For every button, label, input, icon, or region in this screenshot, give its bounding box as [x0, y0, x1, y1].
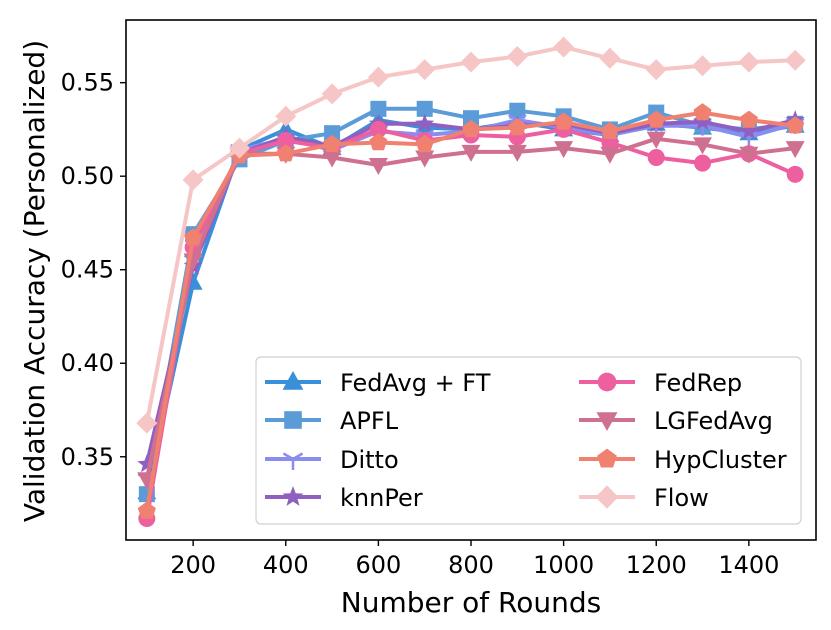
legend-item: LGFedAvg — [579, 407, 773, 435]
data-point — [600, 121, 619, 139]
legend-label: HypCluster — [654, 446, 787, 474]
data-point — [416, 100, 433, 117]
data-point — [507, 144, 527, 162]
legend-item: FedAvg + FT — [265, 369, 491, 397]
data-point — [785, 141, 805, 159]
y-tick-label: 0.35 — [61, 443, 114, 471]
data-point — [646, 131, 666, 149]
data-point — [415, 113, 435, 132]
legend-item: knnPer — [265, 484, 423, 512]
data-point — [554, 112, 573, 130]
legend-label: knnPer — [340, 484, 423, 512]
y-tick-label: 0.50 — [61, 162, 114, 190]
data-point — [506, 46, 528, 67]
x-tick-label: 200 — [170, 551, 216, 579]
x-tick-label: 400 — [263, 551, 309, 579]
data-point — [321, 83, 343, 105]
data-point — [184, 228, 203, 246]
data-point — [367, 66, 389, 88]
legend-marker — [597, 372, 617, 392]
data-point — [229, 137, 250, 159]
y-tick-label: 0.45 — [61, 256, 114, 284]
legend-item: HypCluster — [579, 446, 787, 474]
data-point — [786, 165, 804, 183]
data-point — [738, 51, 760, 73]
data-point — [276, 144, 295, 162]
legend-item: FedRep — [579, 369, 742, 397]
data-point — [414, 59, 436, 81]
legend: FedAvg + FT APFL Ditto knnPer FedRep LGFedAvg… — [255, 356, 802, 525]
data-point — [553, 36, 575, 58]
data-point — [460, 51, 482, 73]
data-point — [462, 119, 480, 138]
data-point — [182, 169, 204, 191]
x-tick-label: 1400 — [718, 551, 779, 579]
data-point — [508, 118, 527, 136]
data-point — [739, 121, 759, 140]
data-point — [693, 103, 712, 121]
data-point — [693, 137, 712, 155]
axes: 200 400 600 800 1000 1200 1400 0.35 0.40 0.45 0.50… — [61, 19, 817, 579]
data-point — [692, 55, 713, 77]
data-point — [739, 110, 758, 128]
legend-label: FedRep — [654, 369, 742, 397]
data-point — [645, 59, 667, 81]
y-tick-label: 0.40 — [61, 349, 114, 377]
x-tick-label: 1200 — [626, 551, 687, 579]
legend-item: APFL — [265, 407, 399, 435]
data-point — [599, 47, 621, 69]
x-axis-label: Number of Rounds — [341, 586, 601, 619]
y-axis-label: Validation Accuracy (Personalized) — [18, 40, 51, 522]
legend-item: Ditto — [265, 446, 399, 474]
legend-box — [255, 356, 802, 525]
data-point — [324, 125, 341, 142]
x-tick-label: 800 — [448, 551, 494, 579]
data-point — [323, 134, 342, 153]
data-point — [415, 134, 434, 153]
data-point — [739, 146, 759, 164]
data-point — [461, 144, 481, 162]
data-point — [600, 146, 620, 164]
data-point — [369, 133, 388, 151]
x-tick-label: 600 — [355, 551, 401, 579]
data-point — [369, 120, 387, 138]
series-flow — [136, 36, 806, 434]
data-point — [370, 100, 387, 117]
data-point — [509, 102, 526, 119]
data-point — [368, 158, 388, 175]
legend-label: FedAvg + FT — [340, 369, 491, 397]
data-point — [647, 110, 666, 128]
legend-marker — [596, 412, 618, 431]
data-point — [137, 454, 157, 473]
data-point — [784, 49, 806, 71]
data-point — [136, 412, 158, 434]
legend-marker — [597, 448, 617, 468]
plot-area — [136, 36, 806, 527]
legend-marker — [284, 411, 302, 429]
y-tick-label: 0.55 — [61, 69, 114, 97]
legend-marker — [282, 371, 304, 390]
data-point — [463, 110, 479, 127]
data-point — [647, 148, 665, 166]
data-point — [275, 105, 297, 127]
data-point — [137, 501, 156, 519]
data-point — [322, 150, 342, 168]
data-point — [415, 150, 435, 168]
legend-label: APFL — [340, 407, 399, 435]
data-point — [277, 132, 295, 150]
legend-label: LGFedAvg — [654, 407, 773, 435]
legend-item: Flow — [579, 484, 709, 512]
legend-label: Flow — [654, 484, 709, 512]
x-tick-label: 1000 — [533, 551, 594, 579]
legend-marker — [282, 486, 304, 506]
legend-marker — [595, 485, 619, 509]
data-point — [554, 141, 574, 159]
data-point — [786, 116, 805, 134]
legend-marker — [282, 452, 304, 470]
legend-label: Ditto — [340, 446, 399, 474]
data-point — [693, 111, 713, 130]
data-point — [694, 154, 712, 172]
